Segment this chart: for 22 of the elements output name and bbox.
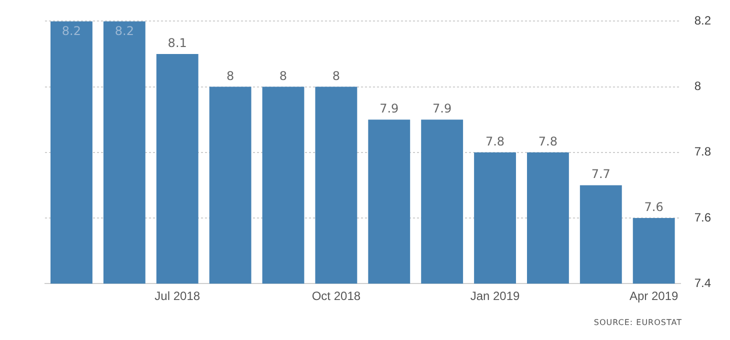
y-tick-label: 7.8 [694,144,712,159]
y-tick-label: 8.2 [694,14,712,28]
x-tick-label: Oct 2018 [312,289,361,304]
y-tick-label: 8 [694,79,702,94]
data-label: 7.6 [644,200,664,214]
data-label: 7.8 [538,134,558,148]
data-label: 7.9 [380,102,399,116]
source-note: SOURCE: EUROSTAT [594,318,682,327]
data-label: 8.1 [168,36,187,50]
data-label: 8.2 [114,24,134,38]
x-tick-label: Jul 2018 [154,289,200,304]
x-tick-label: Jan 2019 [470,289,520,304]
y-tick-label: 7.4 [694,276,712,290]
data-label: 8 [226,68,234,83]
x-tick-label: Apr 2019 [629,289,679,304]
data-label: 7.8 [485,134,505,148]
data-label: 7.9 [432,102,452,116]
data-label: 8.2 [62,24,82,38]
data-label: 8 [332,68,340,83]
data-label: 8 [279,68,288,83]
y-tick-label: 7.6 [694,210,712,224]
data-label: 7.7 [591,167,610,182]
